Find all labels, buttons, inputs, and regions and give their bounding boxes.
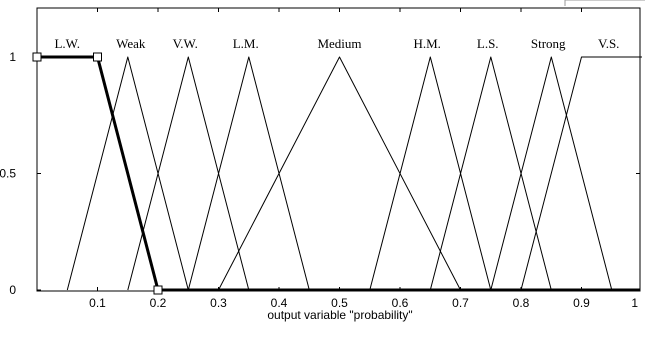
mf-curve-strong[interactable]: [490, 56, 613, 291]
x-tick-label: 0.3: [210, 296, 227, 310]
mf-label: L.M.: [233, 36, 259, 51]
mf-label: Medium: [317, 36, 361, 51]
y-tick-label: 1: [9, 50, 16, 64]
mf-vertex-handle[interactable]: [32, 52, 42, 62]
x-tick-label: 1: [631, 296, 638, 310]
x-tick-label: 0.4: [271, 296, 288, 310]
mf-curve-medium[interactable]: [218, 56, 461, 291]
x-tick-label: 0.1: [89, 296, 106, 310]
mf-curve-l-m[interactable]: [187, 56, 310, 291]
x-tick-label: 0.7: [452, 296, 469, 310]
mf-vertex-handle[interactable]: [153, 285, 163, 295]
mf-curve-v-s[interactable]: [520, 56, 642, 291]
mf-curve-l-s[interactable]: [429, 56, 552, 291]
membership-labels: Weak V.W. L.M. Medium H.M. L.S. Strong V.S. L.W.: [54, 36, 619, 51]
x-tick-label: 0.6: [392, 296, 409, 310]
mf-label: L.W.: [54, 36, 80, 51]
mf-label: V.W.: [173, 36, 198, 51]
membership-curves: [37, 55, 642, 292]
mf-label: H.M.: [413, 36, 440, 51]
x-tick-label: 0.8: [513, 296, 530, 310]
y-tick-label: 0: [9, 283, 16, 297]
mf-curve-h-m[interactable]: [369, 56, 492, 291]
mf-label: V.S.: [598, 36, 619, 51]
mf-curve-v-w[interactable]: [127, 56, 250, 291]
mf-vertex-handle[interactable]: [93, 52, 102, 62]
selection-handles: [32, 52, 163, 295]
tick-labels: 0.1 0.2 0.3 0.4 0.5 0.6 0.7 0.8 0.9 1 0 0.5 1: [0, 50, 638, 310]
mf-label: L.S.: [477, 36, 499, 51]
legend-box-edge: [564, 0, 645, 6]
y-tick-label: 0.5: [0, 167, 16, 181]
x-tick-label: 0.9: [573, 296, 590, 310]
x-axis-title: output variable "probability": [267, 308, 412, 322]
mf-label: Strong: [531, 36, 566, 51]
x-tick-label: 0.5: [331, 296, 348, 310]
x-tick-label: 0.2: [150, 296, 167, 310]
mf-curve-weak[interactable]: [66, 56, 189, 291]
mf-label: Weak: [116, 36, 146, 51]
